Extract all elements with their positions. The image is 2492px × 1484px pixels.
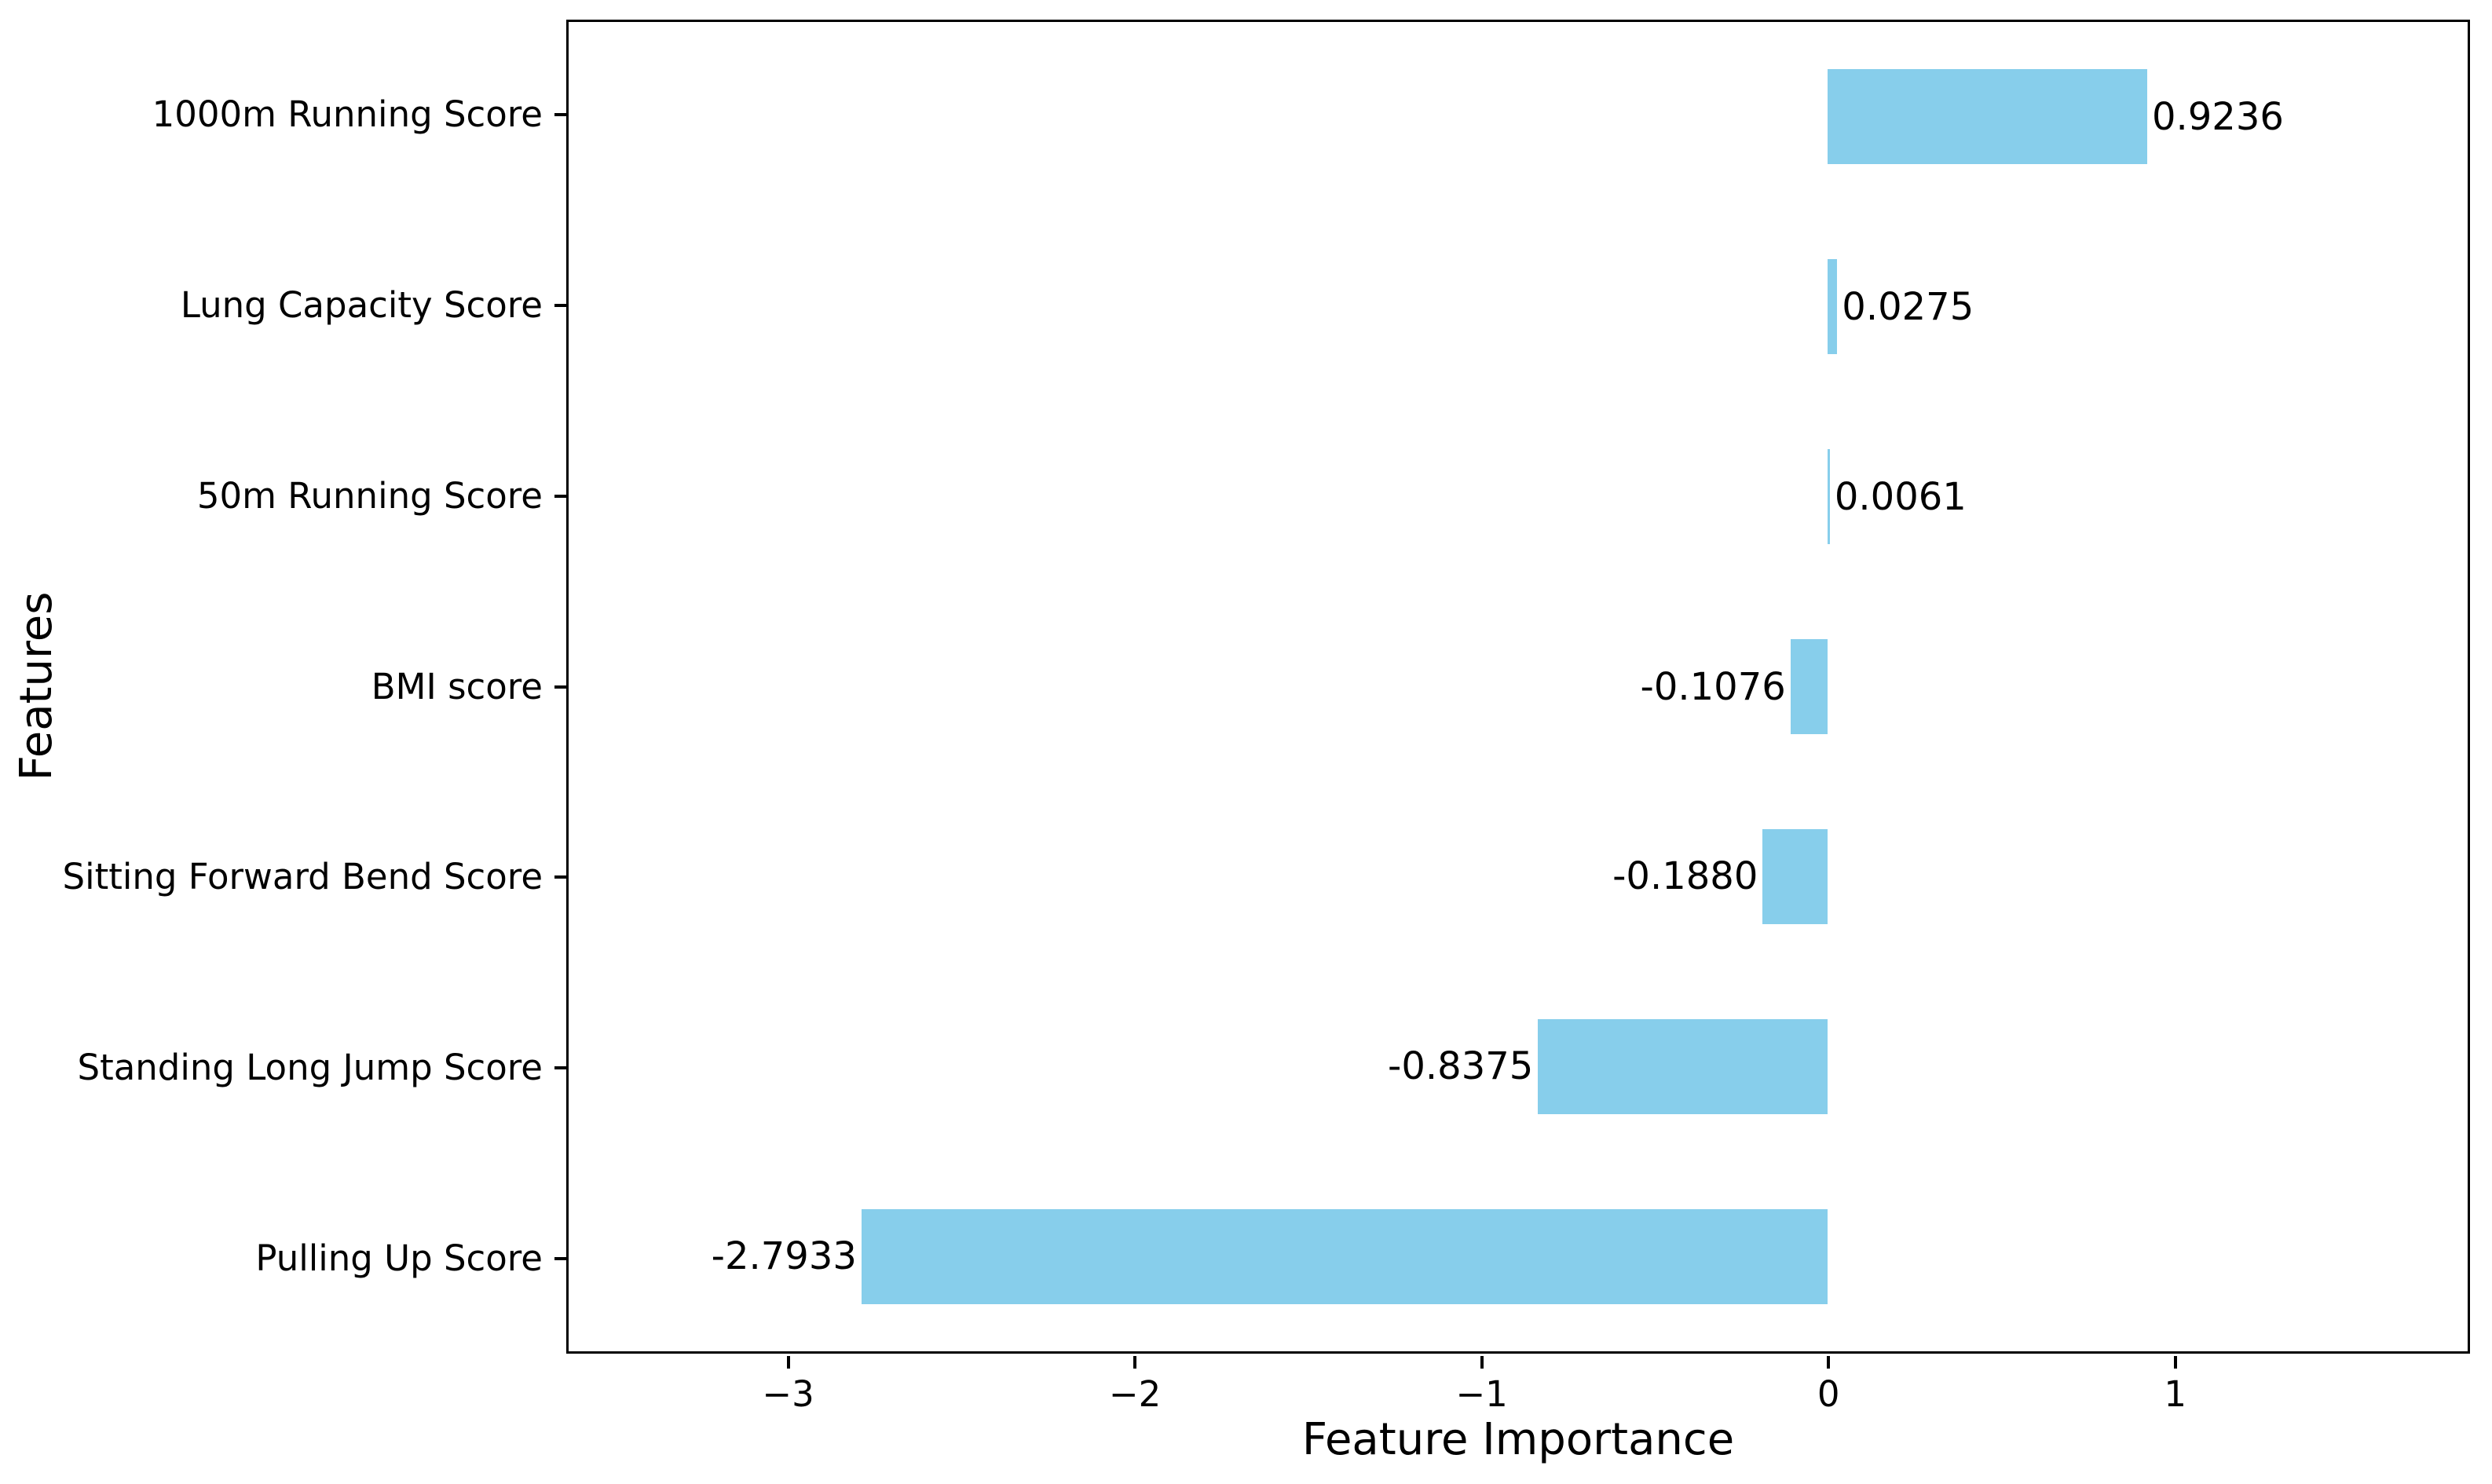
y-tick-label: 50m Running Score bbox=[196, 474, 543, 517]
x-axis-title: Feature Importance bbox=[1301, 1414, 1735, 1465]
x-axis-tick-area: −3 −2 −1 0 1 bbox=[566, 1356, 2470, 1458]
plot-area: 0.9236 0.0275 0.0061 -0.1076 -0.1880 -0.8375 -… bbox=[566, 20, 2470, 1354]
y-tick-mark bbox=[554, 494, 566, 498]
y-tick-mark bbox=[554, 304, 566, 308]
y-tick-label: Standing Long Jump Score bbox=[77, 1046, 543, 1088]
x-tick-label: −3 bbox=[762, 1373, 814, 1415]
bar bbox=[861, 1208, 1828, 1304]
bar bbox=[1828, 259, 1838, 355]
y-tick-mark bbox=[554, 875, 566, 879]
x-tick-mark bbox=[1827, 1356, 1831, 1369]
x-tick-mark bbox=[1133, 1356, 1137, 1369]
y-tick-label: BMI score bbox=[371, 665, 543, 707]
bar-value-label: -0.8375 bbox=[1388, 1044, 1534, 1089]
y-tick-mark bbox=[554, 1065, 566, 1069]
y-tick-label: Pulling Up Score bbox=[255, 1237, 543, 1279]
bar bbox=[1538, 1018, 1828, 1114]
x-tick-label: −2 bbox=[1108, 1373, 1162, 1415]
bar-value-label: 0.9236 bbox=[2151, 94, 2284, 139]
x-tick-label: 1 bbox=[2164, 1373, 2187, 1415]
bar-value-label: -0.1880 bbox=[1612, 854, 1758, 899]
bar bbox=[1828, 449, 1830, 545]
x-tick-mark bbox=[1480, 1356, 1484, 1369]
bar bbox=[1790, 639, 1828, 734]
y-tick-label: Lung Capacity Score bbox=[180, 283, 543, 326]
x-tick-label: 0 bbox=[1817, 1373, 1840, 1415]
y-tick-mark bbox=[554, 685, 566, 689]
x-tick-mark bbox=[2173, 1356, 2177, 1369]
y-tick-label: Sitting Forward Bend Score bbox=[62, 856, 543, 898]
bar-value-label: -2.7933 bbox=[711, 1234, 857, 1279]
bar-value-label: 0.0061 bbox=[1834, 474, 1967, 519]
bar-value-label: -0.1076 bbox=[1640, 664, 1786, 709]
y-axis-tick-area: 1000m Running Score Lung Capacity Score 50… bbox=[0, 20, 566, 1354]
x-tick-mark bbox=[786, 1356, 790, 1369]
x-tick-label: −1 bbox=[1455, 1373, 1508, 1415]
y-tick-mark bbox=[554, 113, 566, 117]
bars-layer: 0.9236 0.0275 0.0061 -0.1076 -0.1880 -0.8375 -… bbox=[569, 22, 2468, 1351]
bar-value-label: 0.0275 bbox=[1842, 284, 1974, 329]
bar bbox=[1762, 828, 1828, 924]
bar bbox=[1828, 69, 2147, 165]
y-tick-mark bbox=[554, 1256, 566, 1260]
y-tick-label: 1000m Running Score bbox=[152, 93, 543, 136]
